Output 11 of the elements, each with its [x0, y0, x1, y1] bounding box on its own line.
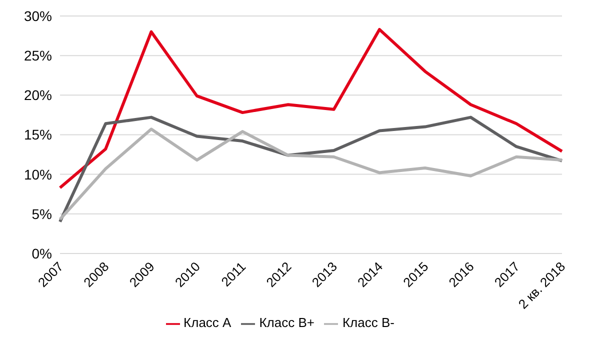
y-tick-label: 20% [24, 87, 52, 104]
y-tick-label: 15% [24, 126, 52, 143]
y-tick-label: 10% [24, 166, 52, 182]
y-tick-label: 25% [24, 48, 52, 64]
y-tick-label: 0% [32, 245, 52, 262]
line-series [58, 28, 564, 190]
y-tick-label: 30% [24, 8, 52, 24]
y-tick-label: 5% [32, 206, 52, 222]
legend-label: Класс А [184, 315, 232, 330]
legend-label: Класс В+ [259, 315, 314, 330]
legend-label: Класс В- [342, 315, 394, 330]
